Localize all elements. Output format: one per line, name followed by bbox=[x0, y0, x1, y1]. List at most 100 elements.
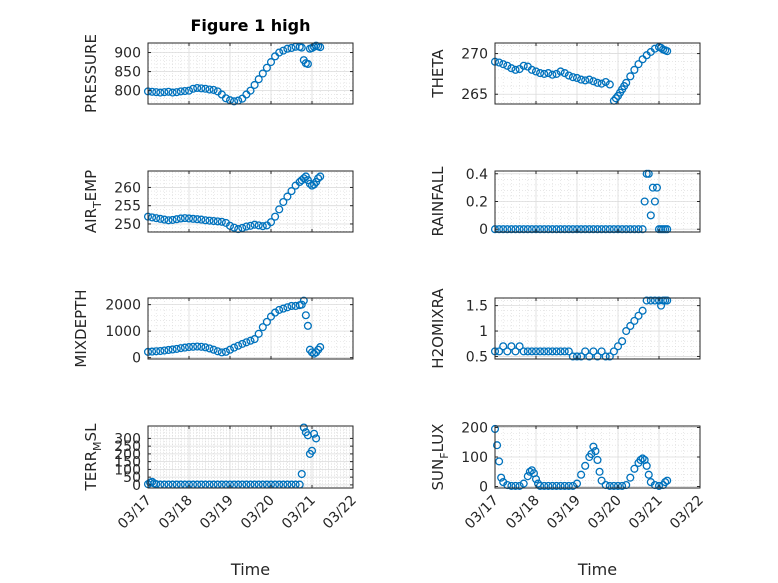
y-tick-label: 0.5 bbox=[466, 349, 488, 365]
data-point bbox=[536, 225, 545, 234]
y-axis-label: MIXDEPTH bbox=[72, 289, 90, 367]
data-point bbox=[184, 343, 194, 352]
y-tick-label: 0 bbox=[479, 480, 488, 496]
data-point bbox=[160, 346, 169, 355]
y-tick-label: 1000 bbox=[105, 324, 141, 340]
data-point bbox=[303, 321, 312, 330]
data-point bbox=[205, 216, 214, 225]
panel-2: 265 270 THETA bbox=[429, 42, 701, 105]
y-axis-label: H2OMIXRA bbox=[429, 288, 447, 369]
data-point bbox=[299, 423, 308, 432]
data-point bbox=[262, 63, 271, 72]
data-point bbox=[499, 342, 508, 351]
data-point bbox=[663, 296, 672, 305]
data-point bbox=[316, 172, 325, 181]
data-point bbox=[589, 225, 598, 234]
data-point bbox=[242, 338, 251, 347]
data-point bbox=[172, 344, 181, 353]
data-point bbox=[605, 352, 614, 361]
data-point bbox=[238, 223, 247, 233]
data-point bbox=[544, 225, 553, 234]
data-point bbox=[663, 476, 672, 485]
plot-area bbox=[495, 43, 700, 104]
data-point bbox=[577, 75, 586, 84]
x-tick-label: 03/17 bbox=[115, 493, 155, 533]
data-point bbox=[271, 308, 280, 317]
data-point bbox=[605, 225, 614, 234]
data-point bbox=[189, 214, 198, 223]
data-point bbox=[209, 345, 218, 354]
y-tick-label: 0.4 bbox=[466, 167, 488, 183]
data-point bbox=[597, 347, 606, 356]
data-point bbox=[275, 205, 284, 214]
y-tick-label: 260 bbox=[114, 180, 141, 196]
data-point bbox=[297, 300, 306, 309]
x-tick-label: 03/22 bbox=[320, 493, 360, 533]
data-point bbox=[572, 225, 582, 234]
data-point bbox=[230, 343, 239, 352]
data-point bbox=[250, 80, 259, 89]
data-point bbox=[246, 221, 255, 230]
data-point bbox=[499, 60, 508, 69]
data-point bbox=[630, 316, 639, 325]
data-point bbox=[316, 43, 325, 52]
chart-title: Figure 1 high bbox=[191, 16, 311, 35]
data-point bbox=[266, 218, 276, 227]
panel-1: 800 850 900 PRESSURE Figure 1 high bbox=[82, 16, 354, 113]
data-point bbox=[601, 77, 610, 87]
data-point bbox=[495, 58, 504, 67]
y-tick-label: 0 bbox=[132, 351, 141, 367]
data-point bbox=[148, 347, 157, 356]
y-tick-label: 50 bbox=[123, 470, 141, 486]
data-point bbox=[258, 69, 267, 78]
data-point bbox=[556, 481, 565, 490]
data-point bbox=[262, 317, 271, 326]
data-point bbox=[164, 216, 173, 225]
data-point bbox=[148, 213, 157, 222]
y-tick-label: 800 bbox=[114, 84, 141, 100]
y-tick-label: 300 bbox=[114, 431, 141, 447]
data-point bbox=[568, 481, 577, 490]
data-point bbox=[160, 215, 169, 224]
data-point bbox=[527, 347, 536, 356]
data-point bbox=[164, 345, 173, 355]
data-point bbox=[258, 222, 267, 231]
data-point bbox=[630, 225, 639, 234]
data-point bbox=[544, 481, 553, 490]
data-point bbox=[230, 223, 239, 232]
data-point bbox=[287, 301, 296, 311]
data-point bbox=[611, 94, 620, 103]
data-point bbox=[589, 77, 598, 86]
data-point bbox=[148, 87, 157, 96]
data-point bbox=[180, 214, 189, 223]
data-point bbox=[511, 347, 520, 356]
data-point bbox=[556, 225, 565, 234]
y-tick-label: 250 bbox=[114, 217, 141, 233]
data-point bbox=[189, 84, 198, 93]
data-point bbox=[572, 352, 582, 361]
data-point bbox=[271, 212, 280, 221]
data-point bbox=[661, 478, 670, 487]
y-axis-label: THETA bbox=[429, 49, 447, 99]
data-point bbox=[626, 473, 635, 482]
panel-8: 0 100 200 03/17 03/18 03/19 03/20 03/21 03/22 SUN… bbox=[429, 420, 707, 579]
data-point bbox=[650, 197, 659, 206]
data-point bbox=[519, 347, 528, 356]
data-point bbox=[254, 221, 263, 230]
data-point bbox=[564, 225, 573, 234]
data-point bbox=[156, 88, 165, 97]
data-point bbox=[250, 335, 259, 344]
data-point bbox=[548, 225, 557, 234]
data-point bbox=[217, 348, 226, 357]
data-point bbox=[638, 306, 647, 315]
data-point bbox=[523, 347, 532, 356]
data-point bbox=[279, 304, 288, 313]
data-point bbox=[642, 296, 651, 305]
data-point bbox=[301, 311, 310, 320]
data-point bbox=[663, 225, 672, 234]
data-point bbox=[197, 84, 206, 93]
data-point bbox=[585, 225, 594, 234]
data-point bbox=[254, 75, 263, 84]
